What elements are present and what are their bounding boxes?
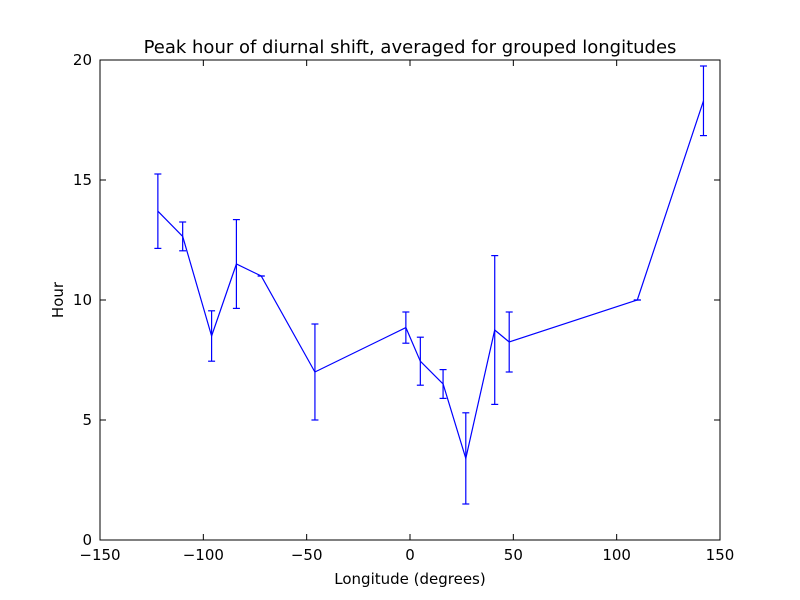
x-tick-label: −100 [183,546,224,564]
x-tick-label: −50 [291,546,323,564]
y-tick-label: 15 [73,171,92,189]
x-axis-label: Longitude (degrees) [334,570,485,588]
x-tick-label: 50 [504,546,523,564]
y-tick-label: 10 [73,291,92,309]
chart-title: Peak hour of diurnal shift, averaged for… [144,37,677,58]
y-tick-label: 20 [73,51,92,69]
x-tick-label: −150 [79,546,120,564]
x-tick-label: 100 [602,546,631,564]
y-axis-label: Hour [49,281,67,318]
x-tick-label: 0 [405,546,415,564]
y-tick-label: 0 [82,531,92,549]
x-axis: −150 −100 −50 0 50 100 150 [79,60,734,564]
x-tick-label: 150 [706,546,735,564]
y-axis: 0 5 10 15 20 [73,51,720,549]
y-tick-label: 5 [82,411,92,429]
plot-area [154,65,707,505]
series-line [157,100,705,461]
plot-frame [99,59,721,541]
